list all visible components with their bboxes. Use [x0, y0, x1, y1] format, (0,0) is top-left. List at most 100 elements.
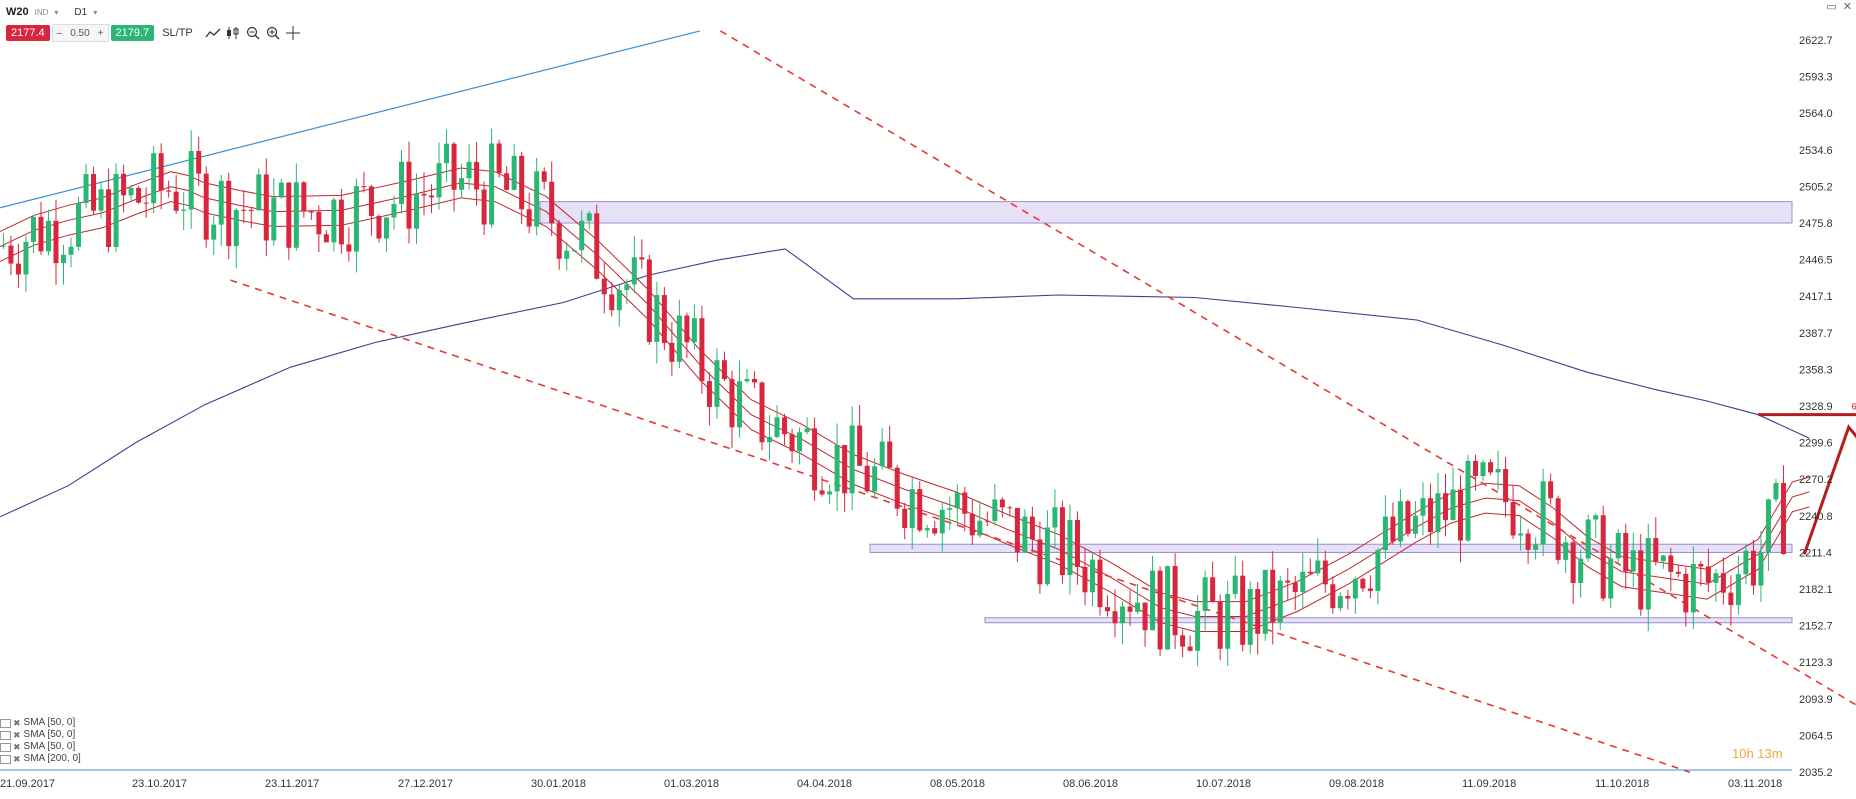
candle-body	[1578, 558, 1584, 583]
remove-indicator-icon[interactable]: ✖	[13, 730, 21, 740]
candle-body	[233, 209, 239, 247]
volume-value[interactable]: 0.50	[70, 27, 90, 39]
candle-body	[406, 161, 412, 229]
candle-body	[45, 220, 51, 252]
candle-body	[789, 434, 795, 452]
line-chart-icon[interactable]	[203, 25, 223, 41]
candle-body	[316, 211, 322, 235]
price-tick-label: 2240.8	[1799, 511, 1833, 523]
candle-body	[1435, 493, 1441, 532]
candle-body	[729, 379, 735, 428]
candle-body	[1307, 571, 1313, 574]
candle-body	[804, 428, 810, 433]
candle-body	[984, 520, 990, 522]
volume-decrease-button[interactable]: –	[56, 27, 63, 39]
candle-body	[1480, 462, 1486, 476]
date-tick-label: 30.01.2018	[531, 778, 586, 790]
remove-indicator-icon[interactable]: ✖	[13, 742, 21, 752]
candle-body	[1600, 515, 1606, 599]
candle-body	[1683, 573, 1689, 613]
candle-body	[361, 186, 367, 188]
zoom-out-icon[interactable]	[243, 25, 263, 41]
sell-price-button[interactable]: 2177.4	[6, 25, 50, 41]
price-tick-label: 2299.6	[1799, 438, 1833, 450]
sltp-button[interactable]: SL/TP	[162, 27, 193, 39]
candle-body	[113, 173, 119, 248]
candle-body	[504, 173, 510, 190]
legend-item[interactable]: ✖ SMA [200, 0]	[0, 753, 81, 765]
candle-body	[864, 465, 870, 492]
price-tick-label: 2093.9	[1799, 694, 1833, 706]
candle-body	[1390, 516, 1396, 542]
candle-body	[338, 199, 344, 245]
volume-stepper[interactable]: – 0.50 +	[51, 24, 109, 42]
candle-body	[1420, 498, 1426, 516]
indicator-settings-icon[interactable]	[0, 730, 11, 740]
candle-body	[962, 492, 968, 514]
candle-body	[0, 245, 6, 247]
candle-body	[1255, 589, 1261, 634]
candles-icon[interactable]	[223, 25, 243, 41]
candle-body	[894, 467, 900, 509]
candle-body	[181, 209, 187, 211]
zoom-in-icon[interactable]	[263, 25, 283, 41]
date-tick-label: 03.11.2018	[1728, 778, 1782, 790]
legend-item[interactable]: ✖ SMA [50, 0]	[0, 741, 81, 753]
candle-body	[609, 294, 615, 311]
candle-body	[586, 213, 592, 221]
candle-body	[1555, 498, 1561, 560]
legend-item[interactable]: ✖ SMA [50, 0]	[0, 729, 81, 741]
indicator-settings-icon[interactable]	[0, 742, 11, 752]
candle-body	[391, 204, 397, 218]
candle-body	[1442, 493, 1448, 521]
candle-body	[241, 209, 247, 211]
candle-body	[1623, 532, 1629, 572]
remove-indicator-icon[interactable]: ✖	[13, 754, 21, 764]
candle-body	[1750, 550, 1756, 586]
candle-body	[639, 257, 645, 260]
candle-body	[774, 417, 780, 437]
candle-body	[1330, 584, 1336, 609]
candle-body	[1127, 606, 1133, 612]
date-tick-label: 08.05.2018	[930, 778, 985, 790]
price-tick-label: 2152.7	[1799, 621, 1833, 633]
candle-body	[1112, 611, 1118, 624]
candle-body	[684, 315, 690, 343]
candle-body	[1014, 507, 1020, 553]
exchange-label: IND	[34, 7, 49, 17]
symbol-dropdown-icon[interactable]: ▾	[54, 7, 59, 17]
indicator-settings-icon[interactable]	[0, 754, 11, 764]
buy-price-button[interactable]: 2179.7	[110, 25, 155, 41]
crosshair-icon[interactable]	[283, 25, 303, 41]
timeframe-selector[interactable]: D1	[74, 6, 88, 18]
candle-body	[519, 155, 525, 210]
candle-body	[1743, 550, 1749, 575]
candle-body	[1150, 570, 1156, 631]
maximize-icon[interactable]: ▭	[1826, 1, 1837, 13]
indicator-legend: ✖ SMA [50, 0] ✖ SMA [50, 0] ✖ SMA [50, 0] ✖…	[0, 717, 81, 765]
remove-indicator-icon[interactable]: ✖	[13, 718, 21, 728]
candle-body	[1412, 515, 1418, 534]
candle-body	[999, 499, 1005, 508]
symbol-label[interactable]: W20	[6, 6, 29, 18]
candle-body	[1780, 483, 1786, 555]
close-icon[interactable]: ✕	[1842, 1, 1852, 13]
candle-body	[1022, 516, 1028, 553]
candle-body	[564, 250, 570, 259]
indicator-settings-icon[interactable]	[0, 718, 11, 728]
candle-body	[872, 466, 878, 492]
support-resistance-zone	[539, 201, 1793, 224]
window-controls: ▭ ✕	[1823, 0, 1852, 13]
candle-body	[481, 189, 487, 225]
candle-body	[263, 174, 269, 241]
candle-body	[166, 190, 172, 192]
timeframe-dropdown-icon[interactable]: ▾	[93, 7, 98, 17]
legend-item[interactable]: ✖ SMA [50, 0]	[0, 717, 81, 729]
candle-body	[969, 513, 975, 536]
candle-body	[812, 428, 818, 491]
candle-body	[616, 289, 622, 311]
volume-increase-button[interactable]: +	[97, 27, 104, 39]
candle-body	[1698, 563, 1704, 567]
